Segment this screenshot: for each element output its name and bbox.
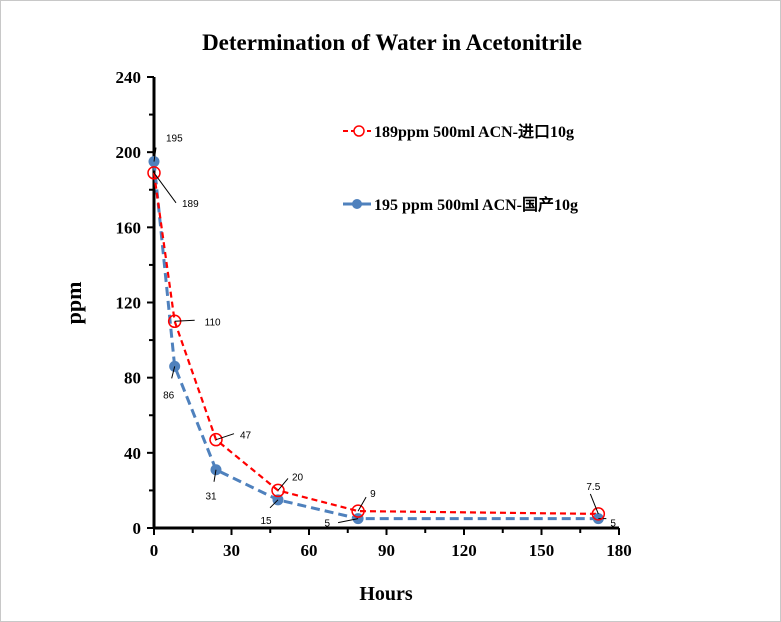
data-label-leader — [213, 469, 217, 482]
y-tick-label: 120 — [116, 294, 142, 313]
chart-title: Determination of Water in Acetonitrile — [202, 30, 582, 55]
x-tick-label: 0 — [150, 541, 159, 560]
data-label: 195 — [166, 134, 183, 145]
data-label: 5 — [325, 519, 331, 530]
data-point — [147, 166, 161, 180]
legend-marker — [352, 199, 362, 209]
data-label-leader — [215, 433, 235, 441]
data-point — [591, 507, 606, 521]
data-label: 31 — [205, 492, 217, 503]
data-label: 5 — [610, 519, 616, 530]
x-tick-label: 180 — [606, 541, 632, 560]
data-label-leader — [589, 493, 599, 515]
y-tick-label: 80 — [124, 369, 141, 388]
data-label-leader — [174, 319, 195, 322]
y-tick-label: 40 — [124, 444, 141, 463]
y-tick-label: 160 — [116, 218, 142, 237]
x-tick-label: 30 — [223, 541, 240, 560]
data-point — [271, 483, 285, 498]
legend-label: 189ppm 500ml ACN-进口10g — [374, 123, 574, 141]
x-tick-label: 60 — [301, 541, 318, 560]
data-label-leader — [153, 172, 177, 204]
x-tick-label: 120 — [451, 541, 477, 560]
x-tick-label: 150 — [529, 541, 555, 560]
y-axis-label: ppm — [61, 282, 86, 325]
data-label-leader — [277, 478, 289, 491]
data-point — [351, 504, 365, 518]
y-tick-label: 240 — [116, 68, 142, 87]
x-tick-label: 90 — [378, 541, 395, 560]
data-label: 15 — [260, 516, 272, 527]
data-point — [209, 432, 223, 447]
legend-label: 195 ppm 500ml ACN-国产10g — [374, 195, 578, 214]
data-label: 110 — [205, 317, 221, 328]
data-label-leader — [171, 366, 176, 379]
data-label: 7.5 — [586, 482, 600, 493]
legend-marker — [353, 125, 365, 137]
data-label: 189 — [182, 199, 199, 210]
y-tick-label: 0 — [133, 519, 142, 538]
data-label: 86 — [163, 390, 175, 401]
y-tick-label: 200 — [116, 143, 142, 162]
data-label-leader — [357, 496, 367, 512]
data-label: 9 — [370, 489, 376, 500]
data-label: 20 — [292, 472, 304, 483]
data-label-leader — [337, 518, 359, 524]
x-axis-label: Hours — [359, 583, 413, 605]
series-line-2 — [152, 161, 599, 521]
data-label: 47 — [240, 431, 252, 442]
data-label-leader — [153, 147, 157, 162]
series-line-1 — [152, 172, 599, 516]
data-label-leader — [269, 499, 279, 509]
